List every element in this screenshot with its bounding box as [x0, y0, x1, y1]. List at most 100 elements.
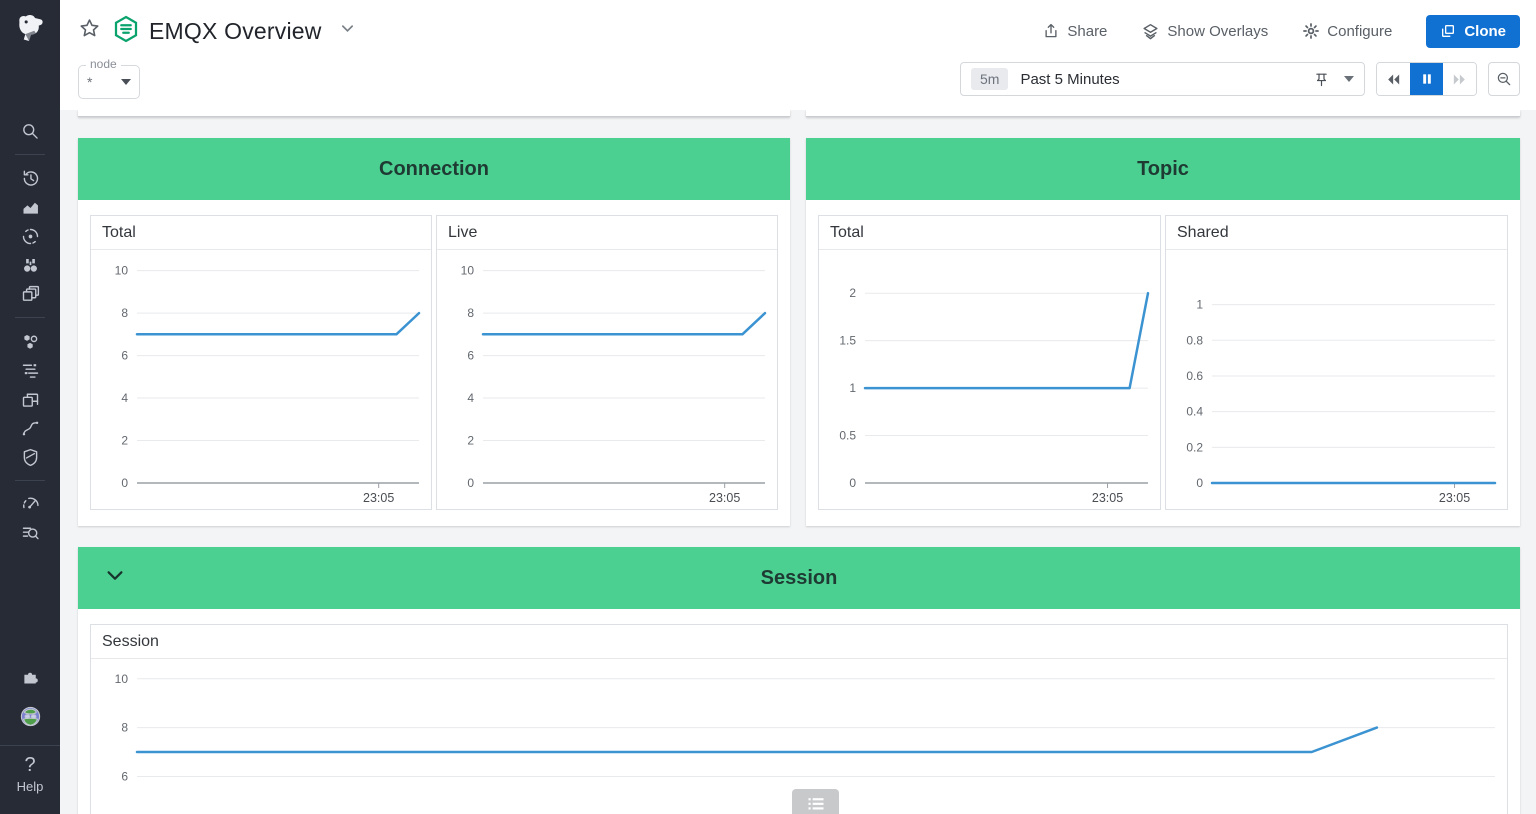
topic-group: Topic Total 0 0.5 1 1.5 2 23:05 Shared 0 0.2 0.… — [806, 138, 1520, 526]
svg-text:0: 0 — [1196, 476, 1203, 490]
svg-text:8: 8 — [121, 306, 128, 320]
help-label: Help — [16, 779, 44, 794]
svg-text:0.4: 0.4 — [1186, 405, 1203, 419]
time-range-caret-icon — [1344, 76, 1354, 82]
topic-group-title: Topic — [1137, 157, 1189, 180]
svg-text:4: 4 — [467, 391, 474, 405]
widget-bottom-edge — [78, 110, 790, 117]
svg-text:0.8: 0.8 — [1186, 333, 1203, 347]
time-range-badge: 5m — [971, 68, 1009, 90]
gear-icon — [1303, 23, 1320, 39]
clone-button[interactable]: Clone — [1426, 14, 1520, 48]
widget-title: Live — [437, 216, 777, 250]
datadog-dog-icon — [19, 15, 43, 42]
show-overlays-button[interactable]: Show Overlays — [1141, 22, 1268, 41]
connection-total-chart[interactable]: 0 2 4 6 8 10 23:05 — [91, 250, 431, 509]
security-shield-icon[interactable] — [17, 446, 43, 468]
clone-copy-icon — [1442, 25, 1455, 37]
svg-text:1: 1 — [1196, 298, 1203, 312]
time-range-label: Past 5 Minutes — [1020, 70, 1120, 88]
connection-live-widget[interactable]: Live 0 2 4 6 8 10 23:05 — [436, 215, 778, 510]
configure-button[interactable]: Configure — [1302, 22, 1392, 40]
globe-avatar[interactable] — [15, 701, 45, 731]
topic-total-widget[interactable]: Total 0 0.5 1 1.5 2 23:05 — [818, 215, 1161, 510]
collapse-chevron-down-icon[interactable] — [104, 565, 126, 592]
svg-text:10: 10 — [115, 672, 129, 686]
search-icon[interactable] — [17, 120, 43, 142]
sidebar-nav — [15, 120, 45, 544]
service-link-icon[interactable] — [17, 417, 43, 439]
filter-lines-icon[interactable] — [17, 359, 43, 381]
node-template-variable-select[interactable]: node * — [78, 57, 140, 99]
svg-text:2: 2 — [121, 434, 128, 448]
share-button[interactable]: Share — [1042, 22, 1107, 40]
logs-layers-icon[interactable] — [17, 283, 43, 305]
svg-text:8: 8 — [121, 721, 128, 735]
forward-button[interactable] — [1443, 63, 1476, 95]
svg-text:0.2: 0.2 — [1186, 440, 1203, 454]
topic-total-chart[interactable]: 0 0.5 1 1.5 2 23:05 — [819, 250, 1160, 509]
clone-label: Clone — [1464, 22, 1506, 40]
widget-bottom-edge — [806, 110, 1520, 117]
hexagon-cluster-icon[interactable] — [17, 330, 43, 352]
sidebar: ? Help — [0, 0, 60, 814]
watchdog-icon[interactable] — [17, 225, 43, 247]
node-var-label: node — [86, 57, 121, 71]
rewind-button[interactable] — [1377, 63, 1410, 95]
log-search-icon[interactable] — [17, 522, 43, 544]
pause-button[interactable] — [1410, 63, 1443, 95]
help-button[interactable]: ? Help — [0, 745, 60, 804]
time-range-selector[interactable]: 5m Past 5 Minutes — [960, 62, 1365, 96]
apm-binoculars-icon[interactable] — [17, 254, 43, 276]
show-overlays-label: Show Overlays — [1167, 22, 1269, 40]
widget-title: Total — [91, 216, 431, 250]
svg-text:6: 6 — [121, 769, 128, 783]
session-group-header[interactable]: Session — [78, 547, 1520, 609]
sidebar-divider — [15, 154, 45, 155]
topic-shared-widget[interactable]: Shared 0 0.2 0.4 0.6 0.8 1 23:05 — [1165, 215, 1508, 510]
metrics-area-chart-icon[interactable] — [17, 196, 43, 218]
share-icon — [1045, 23, 1057, 38]
pin-icon[interactable] — [1313, 71, 1330, 88]
share-label: Share — [1067, 22, 1108, 40]
topic-shared-chart[interactable]: 0 0.2 0.4 0.6 0.8 1 23:05 — [1166, 250, 1507, 509]
svg-text:0.5: 0.5 — [839, 429, 856, 443]
svg-text:23:05: 23:05 — [1439, 491, 1470, 505]
svg-text:6: 6 — [121, 349, 128, 363]
datadog-logo[interactable] — [0, 0, 60, 58]
session-group-title: Session — [760, 566, 838, 589]
sidebar-divider — [15, 317, 45, 318]
zoom-out-button[interactable] — [1488, 62, 1520, 96]
integrations-puzzle-icon[interactable] — [17, 665, 43, 687]
sidebar-divider — [15, 480, 45, 481]
dashboards-windows-icon[interactable] — [17, 388, 43, 410]
connection-group-header[interactable]: Connection — [78, 138, 790, 200]
connection-total-widget[interactable]: Total 0 2 4 6 8 10 23:05 — [90, 215, 432, 510]
svg-text:8: 8 — [467, 306, 474, 320]
svg-text:10: 10 — [115, 264, 129, 278]
svg-text:0.6: 0.6 — [1186, 369, 1203, 383]
connection-live-chart[interactable]: 0 2 4 6 8 10 23:05 — [437, 250, 777, 509]
svg-text:0: 0 — [121, 476, 128, 490]
node-var-value: * — [87, 74, 93, 90]
playback-controls — [1376, 62, 1477, 96]
history-icon[interactable] — [17, 167, 43, 189]
help-icon: ? — [24, 754, 36, 776]
topic-group-header[interactable]: Topic — [806, 138, 1520, 200]
widget-list-view-button[interactable] — [792, 789, 839, 814]
monitors-gauge-icon[interactable] — [17, 493, 43, 515]
title-chevron-down-icon[interactable] — [340, 21, 355, 41]
svg-text:6: 6 — [467, 349, 474, 363]
page-title: EMQX Overview — [149, 17, 322, 44]
configure-label: Configure — [1327, 22, 1393, 40]
svg-text:10: 10 — [461, 264, 475, 278]
favorite-star-icon[interactable] — [78, 17, 101, 45]
svg-text:23:05: 23:05 — [1092, 491, 1123, 505]
emqx-logo-icon — [111, 14, 141, 49]
sidebar-bottom: ? Help — [0, 665, 60, 804]
